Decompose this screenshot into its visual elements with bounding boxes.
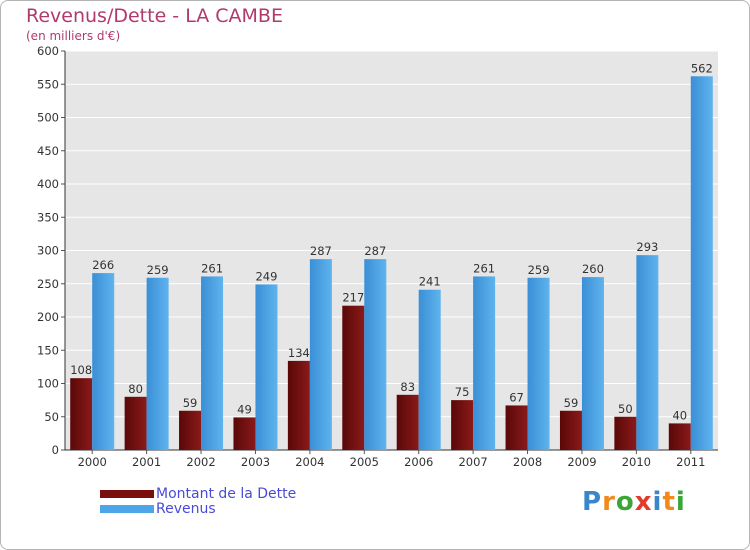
- x-tick-label: 2001: [132, 455, 161, 469]
- legend: Montant de la Dette Revenus: [100, 485, 297, 517]
- y-tick-label: 600: [37, 44, 59, 58]
- legend-label-debt: Montant de la Dette: [156, 485, 297, 502]
- bar-revenue: [581, 277, 604, 450]
- data-label-revenue: 259: [147, 263, 169, 277]
- chart-title: Revenus/Dette - LA CAMBE: [26, 5, 283, 27]
- x-tick-label: 2008: [513, 455, 542, 469]
- legend-item-debt: Montant de la Dette: [100, 485, 297, 502]
- data-label-debt: 40: [672, 408, 687, 422]
- bar-revenue: [309, 259, 332, 450]
- logo-letter: r: [602, 487, 616, 517]
- data-label-debt: 67: [509, 390, 524, 404]
- x-tick-label: 2005: [350, 455, 379, 469]
- data-label-debt: 217: [342, 291, 364, 305]
- bar-revenue: [527, 277, 550, 450]
- bar-revenue: [255, 284, 278, 450]
- data-label-revenue: 287: [364, 244, 386, 258]
- x-tick-label: 2006: [404, 455, 433, 469]
- x-tick-label: 2002: [186, 455, 215, 469]
- bar-debt: [179, 410, 202, 450]
- legend-swatch-debt: [100, 489, 154, 498]
- proxiti-logo: Proxiti: [582, 487, 686, 517]
- legend-label-revenue: Revenus: [156, 500, 216, 517]
- data-label-debt: 59: [564, 396, 579, 410]
- legend-swatch-revenue: [100, 504, 154, 513]
- y-tick-label: 350: [37, 210, 59, 224]
- x-tick-label: 2004: [295, 455, 324, 469]
- data-label-revenue: 562: [691, 61, 713, 75]
- y-tick-label: 550: [37, 77, 59, 91]
- x-tick-label: 2010: [622, 455, 651, 469]
- data-label-revenue: 261: [473, 261, 495, 275]
- x-tick-label: 2007: [458, 455, 487, 469]
- y-tick-label: 200: [37, 310, 59, 324]
- data-label-debt: 108: [70, 363, 92, 377]
- logo-letter: i: [652, 487, 663, 517]
- bar-debt: [70, 378, 93, 450]
- data-label-revenue: 259: [528, 263, 550, 277]
- bar-debt: [505, 405, 528, 450]
- bar-revenue: [364, 259, 387, 450]
- y-tick-label: 300: [37, 244, 59, 258]
- bar-debt: [614, 416, 637, 450]
- y-tick-label: 450: [37, 144, 59, 158]
- y-tick-label: 150: [37, 343, 59, 357]
- bar-revenue: [146, 277, 169, 450]
- data-label-debt: 75: [455, 385, 470, 399]
- data-label-revenue: 241: [419, 275, 441, 289]
- data-label-revenue: 287: [310, 244, 332, 258]
- legend-item-revenue: Revenus: [100, 500, 296, 517]
- data-label-revenue: 266: [92, 258, 114, 272]
- data-label-debt: 50: [618, 402, 633, 416]
- y-tick-label: 400: [37, 177, 59, 191]
- logo-letter: x: [634, 487, 653, 517]
- y-tick-label: 0: [52, 443, 59, 457]
- bar-debt: [287, 360, 310, 450]
- y-tick-label: 250: [37, 277, 59, 291]
- x-tick-label: 2003: [241, 455, 270, 469]
- bar-debt: [451, 400, 474, 450]
- logo-letter: P: [582, 487, 603, 517]
- bar-revenue: [473, 276, 496, 450]
- bar-debt: [396, 394, 419, 450]
- x-tick-label: 2000: [78, 455, 107, 469]
- data-label-debt: 80: [128, 382, 143, 396]
- bar-revenue: [92, 273, 115, 450]
- bar-revenue: [418, 289, 441, 450]
- bar-revenue: [201, 276, 224, 450]
- data-label-revenue: 293: [636, 240, 658, 254]
- data-label-revenue: 261: [201, 261, 223, 275]
- data-label-revenue: 260: [582, 262, 604, 276]
- bar-debt: [342, 305, 365, 450]
- data-label-revenue: 249: [255, 269, 277, 283]
- data-label-debt: 59: [183, 396, 198, 410]
- x-tick-label: 2009: [567, 455, 596, 469]
- y-tick-label: 100: [37, 377, 59, 391]
- bar-debt: [668, 423, 691, 450]
- logo-letter: t: [662, 487, 676, 517]
- y-tick-label: 50: [44, 410, 59, 424]
- bar-debt: [233, 417, 256, 450]
- y-tick-label: 500: [37, 111, 59, 125]
- bar-revenue: [690, 76, 713, 451]
- data-label-debt: 83: [400, 380, 415, 394]
- bar-debt: [559, 410, 582, 450]
- data-label-debt: 49: [237, 402, 252, 416]
- bar-revenue: [636, 255, 659, 450]
- bar-debt: [124, 396, 147, 450]
- logo-letter: o: [615, 487, 635, 517]
- data-label-debt: 134: [288, 346, 310, 360]
- x-tick-label: 2011: [676, 455, 705, 469]
- chart-subtitle: (en milliers d'€): [26, 29, 121, 43]
- logo-letter: i: [675, 487, 686, 517]
